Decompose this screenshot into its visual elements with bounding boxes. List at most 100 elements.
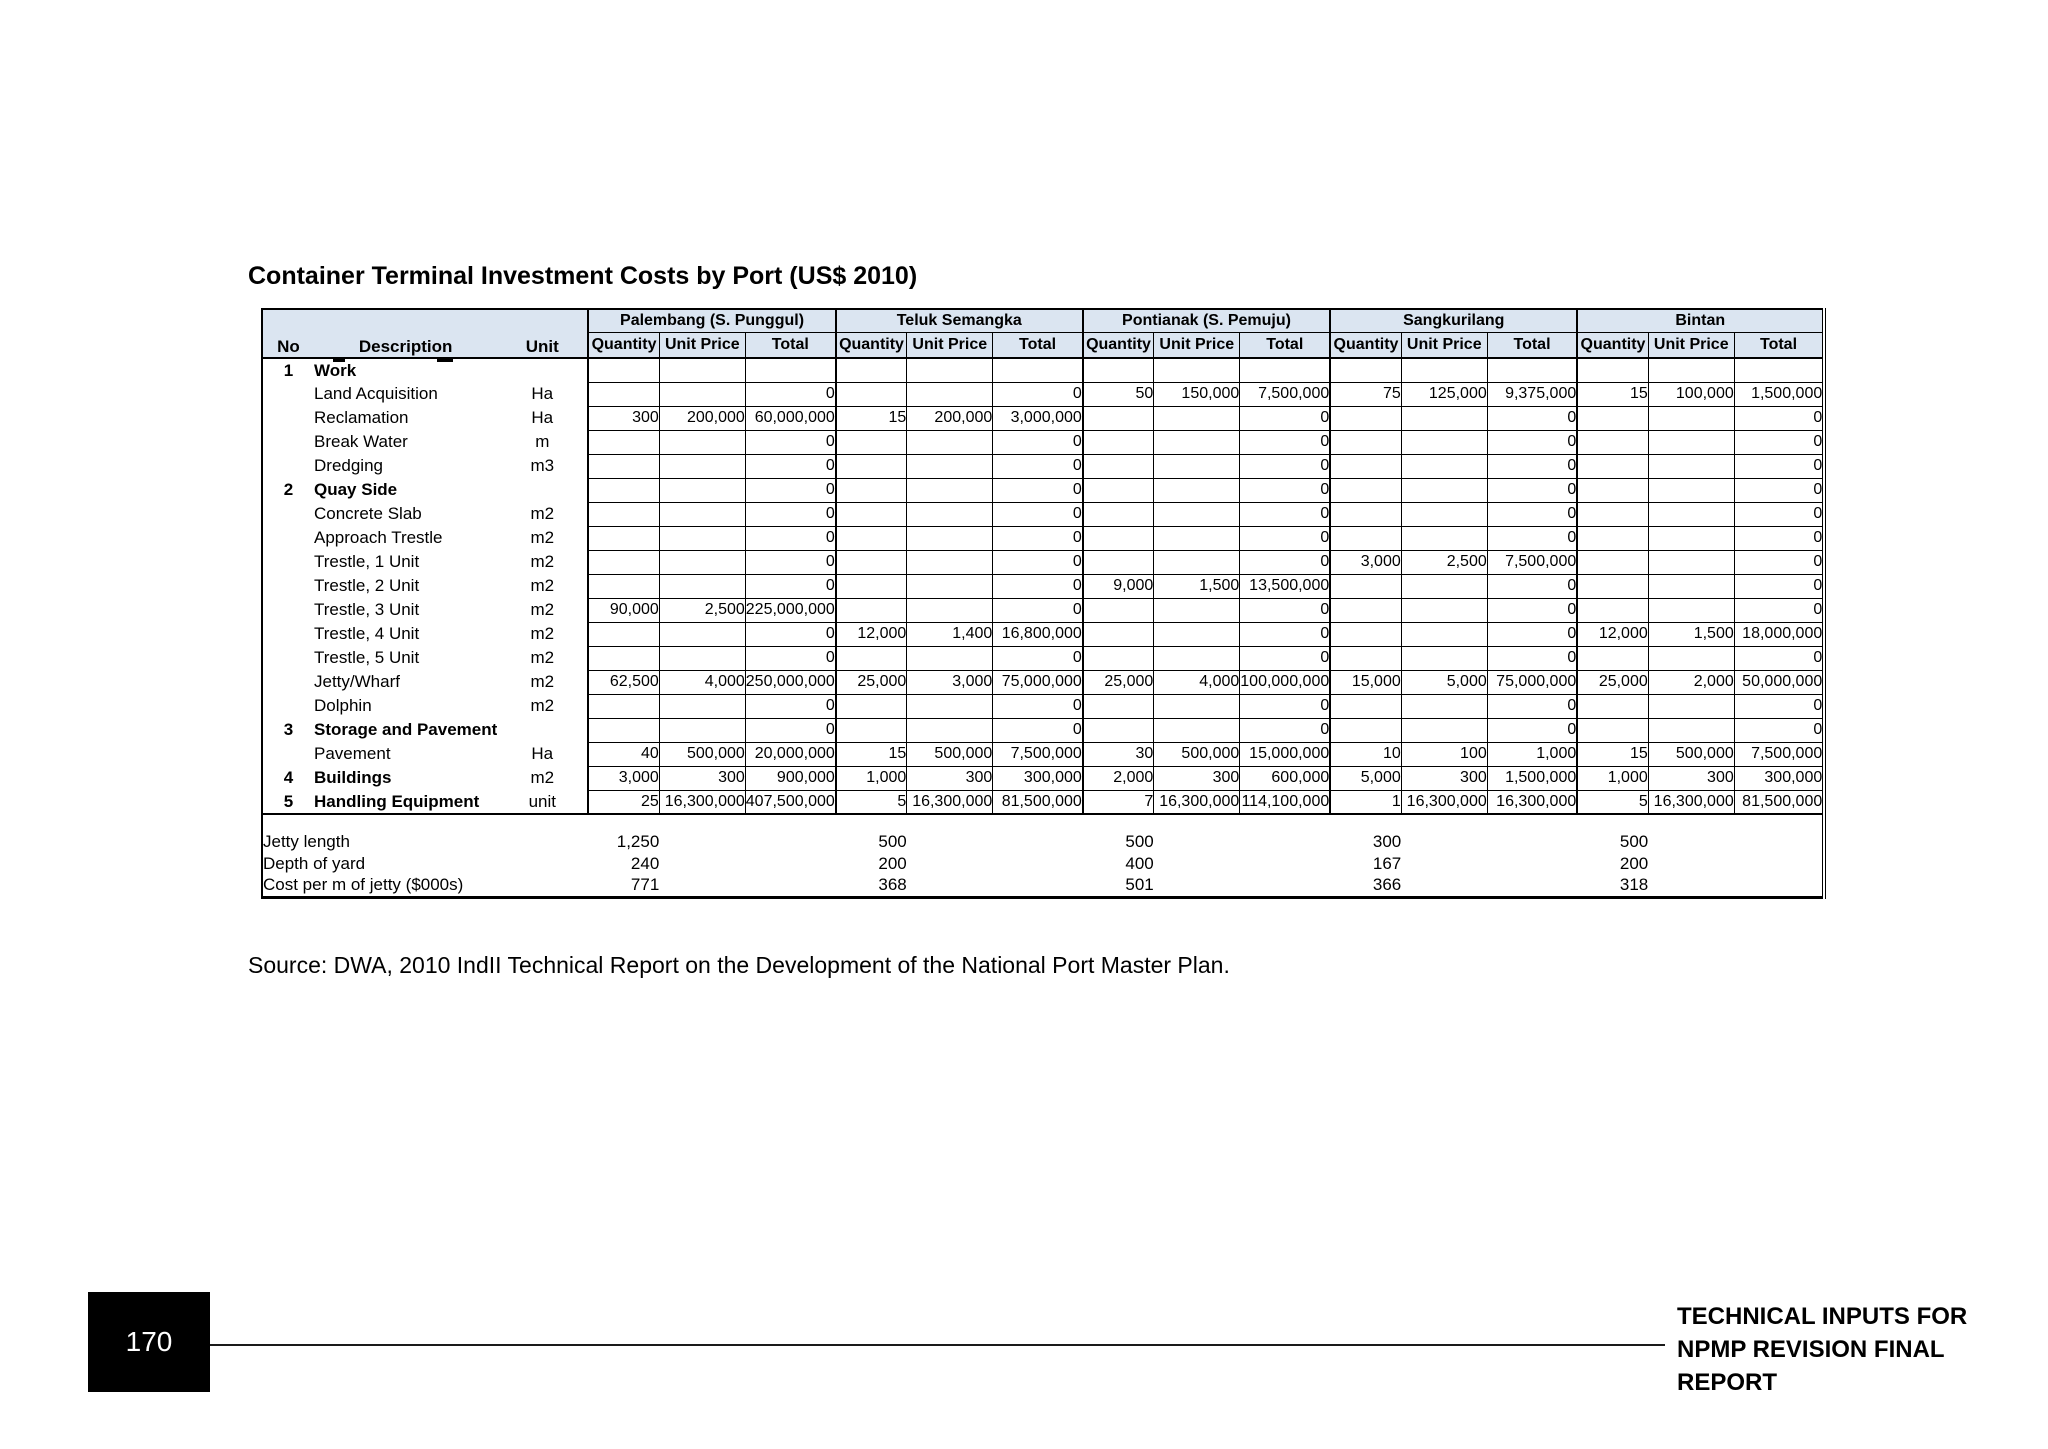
table-container: No Description Unit Palembang (S. Punggu… — [261, 308, 1827, 899]
cell-description: Jetty/Wharf — [314, 672, 400, 691]
investment-table: No Description Unit Palembang (S. Punggu… — [261, 308, 1827, 899]
summary-spacer — [1648, 875, 1824, 897]
subcolumn-header: Total — [1733, 332, 1825, 359]
cell-value — [1153, 454, 1240, 479]
cell-value: 125,000 — [1400, 382, 1488, 407]
cell-value: 0 — [744, 454, 836, 479]
cell-value — [1576, 478, 1649, 503]
cell-unit — [497, 358, 588, 382]
summary-value: 300 — [1372, 832, 1402, 851]
cell-no: 3 — [283, 720, 294, 739]
summary-value: 200 — [1619, 854, 1649, 873]
subcolumn-header: Quantity — [1576, 332, 1649, 359]
summary-spacer — [659, 875, 835, 897]
summary-spacer — [659, 853, 835, 875]
cell-value: 500,000 — [658, 742, 746, 767]
cell-no: 1 — [283, 360, 294, 380]
cell-value — [1400, 430, 1488, 455]
cell-value: 13,500,000 — [1239, 574, 1331, 599]
cell-value: 0 — [992, 598, 1083, 623]
cell-value: 50,000,000 — [1733, 670, 1825, 695]
cell-value — [1400, 358, 1488, 383]
cell-no — [262, 406, 314, 430]
cell-value — [834, 550, 907, 575]
port-header: Sangkurilang — [1329, 309, 1578, 333]
cell-value: 0 — [744, 382, 836, 407]
cell-value: 0 — [992, 430, 1083, 455]
cell-value: 0 — [1486, 454, 1578, 479]
subcolumn-header: Quantity — [587, 332, 660, 359]
summary-value: 500 — [878, 832, 907, 851]
cell-value: 0 — [1486, 406, 1578, 431]
cell-value: 250,000,000 — [744, 670, 836, 695]
summary-value: 366 — [1372, 875, 1402, 895]
cell-unit: m2 — [530, 768, 555, 787]
cell-value: 1,500 — [1153, 574, 1240, 599]
cell-value — [992, 358, 1083, 383]
cell-value: 0 — [1239, 646, 1331, 671]
cell-value: 0 — [1486, 718, 1578, 743]
cell-value: 300,000 — [1733, 766, 1825, 791]
cell-value: 9,000 — [1081, 574, 1154, 599]
cell-value: 0 — [1733, 718, 1825, 743]
summary-value: 400 — [1125, 854, 1154, 873]
summary-spacer — [1648, 853, 1824, 875]
cell-value — [906, 526, 993, 551]
cell-value: 1,000 — [1576, 766, 1649, 791]
cell-value: 60,000,000 — [744, 406, 836, 431]
cell-value: 500,000 — [906, 742, 993, 767]
summary-spacer — [659, 831, 835, 853]
cell-value: 25,000 — [1576, 670, 1649, 695]
summary-value: 318 — [1619, 875, 1649, 895]
subcolumn-header: Total — [1239, 332, 1331, 359]
cell-value: 0 — [1733, 502, 1825, 527]
footer-rule — [210, 1344, 1665, 1346]
cell-value: 0 — [744, 430, 836, 455]
cell-value — [587, 646, 660, 671]
cell-value — [587, 718, 660, 743]
cell-no — [262, 550, 314, 574]
table-row: 1 Work — [262, 358, 1825, 383]
cell-value — [906, 550, 993, 575]
cell-value — [658, 382, 746, 407]
cell-value — [587, 574, 660, 599]
cell-value — [1329, 406, 1402, 431]
cell-value: 4,000 — [1153, 670, 1240, 695]
cell-value — [906, 358, 993, 383]
cell-value: 16,300,000 — [1400, 790, 1488, 815]
cell-value — [1400, 598, 1488, 623]
cell-value — [587, 526, 660, 551]
cell-value — [906, 430, 993, 455]
cell-value: 0 — [1733, 526, 1825, 551]
cell-value: 407,500,000 — [744, 790, 836, 815]
cell-value: 75,000,000 — [992, 670, 1083, 695]
cell-value: 30 — [1081, 742, 1154, 767]
cell-value: 75 — [1329, 382, 1402, 407]
cell-value: 12,000 — [834, 622, 907, 647]
cell-value: 18,000,000 — [1733, 622, 1825, 647]
summary-gap-cell — [262, 814, 1824, 831]
summary-row: Jetty length 1,250 500 500 300 500 — [262, 831, 1824, 853]
cell-value: 7,500,000 — [992, 742, 1083, 767]
cell-description: Break Water — [314, 432, 408, 451]
cell-unit: unit — [497, 790, 589, 815]
cell-value — [658, 574, 746, 599]
cell-unit: m2 — [530, 648, 555, 667]
port-header: Pontianak (S. Pemuju) — [1081, 309, 1331, 333]
cell-no — [262, 646, 314, 670]
table-row: Land Acquisition Ha 0 0 50 150,000 7,500,000 75… — [262, 382, 1825, 407]
cell-value — [1647, 694, 1735, 719]
table-header: No Description Unit Palembang (S. Punggu… — [262, 309, 1825, 359]
cell-value: 0 — [1239, 478, 1331, 503]
cell-value — [1081, 694, 1154, 719]
cell-value: 1 — [1329, 790, 1402, 815]
cell-value: 200,000 — [906, 406, 993, 431]
cell-value — [1081, 478, 1154, 503]
cell-description: Trestle, 3 Unit — [314, 600, 420, 619]
cell-value: 50 — [1081, 382, 1154, 407]
summary-spacer — [1401, 853, 1577, 875]
cell-no — [262, 430, 314, 454]
cell-value: 200,000 — [658, 406, 746, 431]
cell-value: 1,500,000 — [1733, 382, 1825, 407]
cell-value: 5 — [834, 790, 907, 815]
